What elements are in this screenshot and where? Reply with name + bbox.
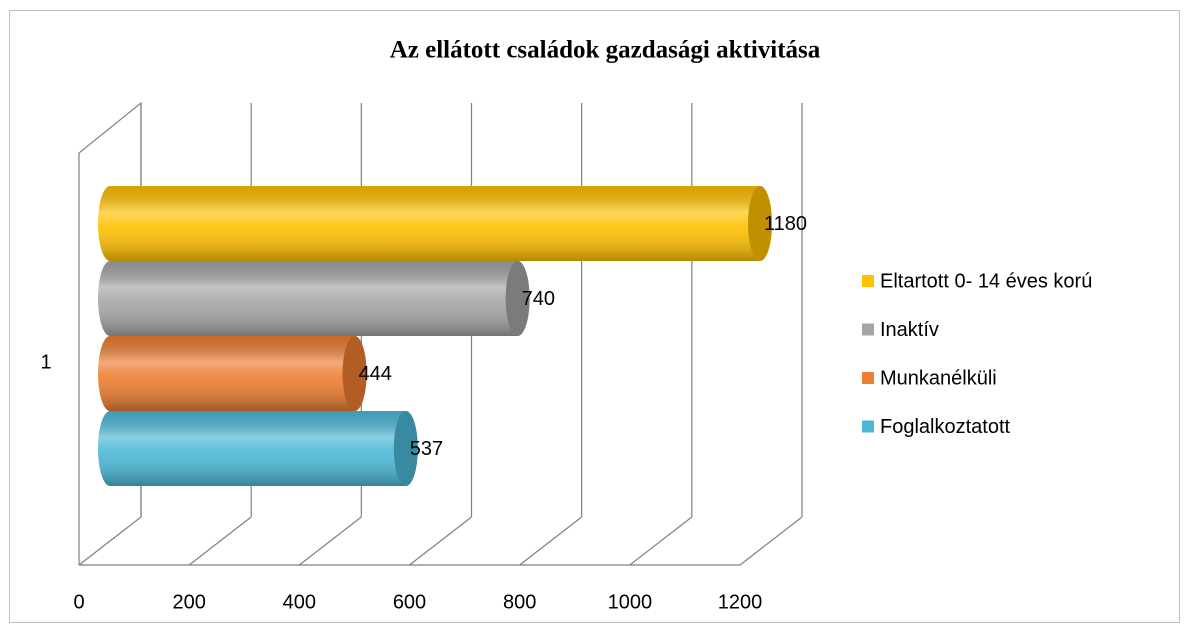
bar xyxy=(98,261,530,336)
x-tick-label: 1000 xyxy=(608,591,653,613)
floor-grid-line xyxy=(78,516,142,566)
legend-swatch xyxy=(862,420,874,433)
bar-part xyxy=(393,411,418,486)
legend-label: Munkanélküli xyxy=(880,367,997,389)
bar-part xyxy=(98,186,772,261)
bar-part xyxy=(342,336,367,411)
x-tick-label: 0 xyxy=(73,591,84,613)
legend-swatch xyxy=(862,323,874,336)
bar xyxy=(98,336,367,411)
floor-grid-line xyxy=(519,516,583,566)
bar xyxy=(98,186,772,261)
bar xyxy=(98,411,418,486)
bar-part xyxy=(98,411,418,486)
floor-grid-line xyxy=(298,516,362,566)
floor-grid-line xyxy=(739,516,803,566)
bar-part xyxy=(747,186,772,261)
x-tick-label: 400 xyxy=(283,591,316,613)
x-tick-label: 800 xyxy=(503,591,536,613)
floor-grid-line xyxy=(188,516,252,566)
legend-label: Eltartott 0- 14 éves korú xyxy=(880,270,1092,292)
x-tick-label: 200 xyxy=(172,591,205,613)
bar-part xyxy=(505,261,530,336)
legend-swatch xyxy=(862,275,874,287)
data-label: 444 xyxy=(359,363,392,385)
y-tick-label: 1 xyxy=(40,351,51,373)
data-label: 537 xyxy=(410,438,443,460)
legend-label: Foglalkoztatott xyxy=(880,416,1011,438)
floor-grid-line xyxy=(629,516,693,566)
data-label: 1180 xyxy=(764,213,807,235)
x-tick-label: 1200 xyxy=(718,591,763,613)
floor-grid-line xyxy=(409,516,472,566)
chart-title: Az ellátott családok gazdasági aktivitás… xyxy=(390,37,821,64)
x-tick-label: 600 xyxy=(393,591,426,613)
legend-swatch xyxy=(862,372,874,384)
bar-part xyxy=(505,261,530,336)
bar-part xyxy=(342,336,367,411)
bar-part xyxy=(98,336,367,411)
legend-label: Inaktív xyxy=(880,319,939,341)
data-label: 740 xyxy=(522,288,555,310)
bar-part xyxy=(747,186,772,261)
bar-part xyxy=(393,411,418,486)
bar-part xyxy=(98,261,530,336)
